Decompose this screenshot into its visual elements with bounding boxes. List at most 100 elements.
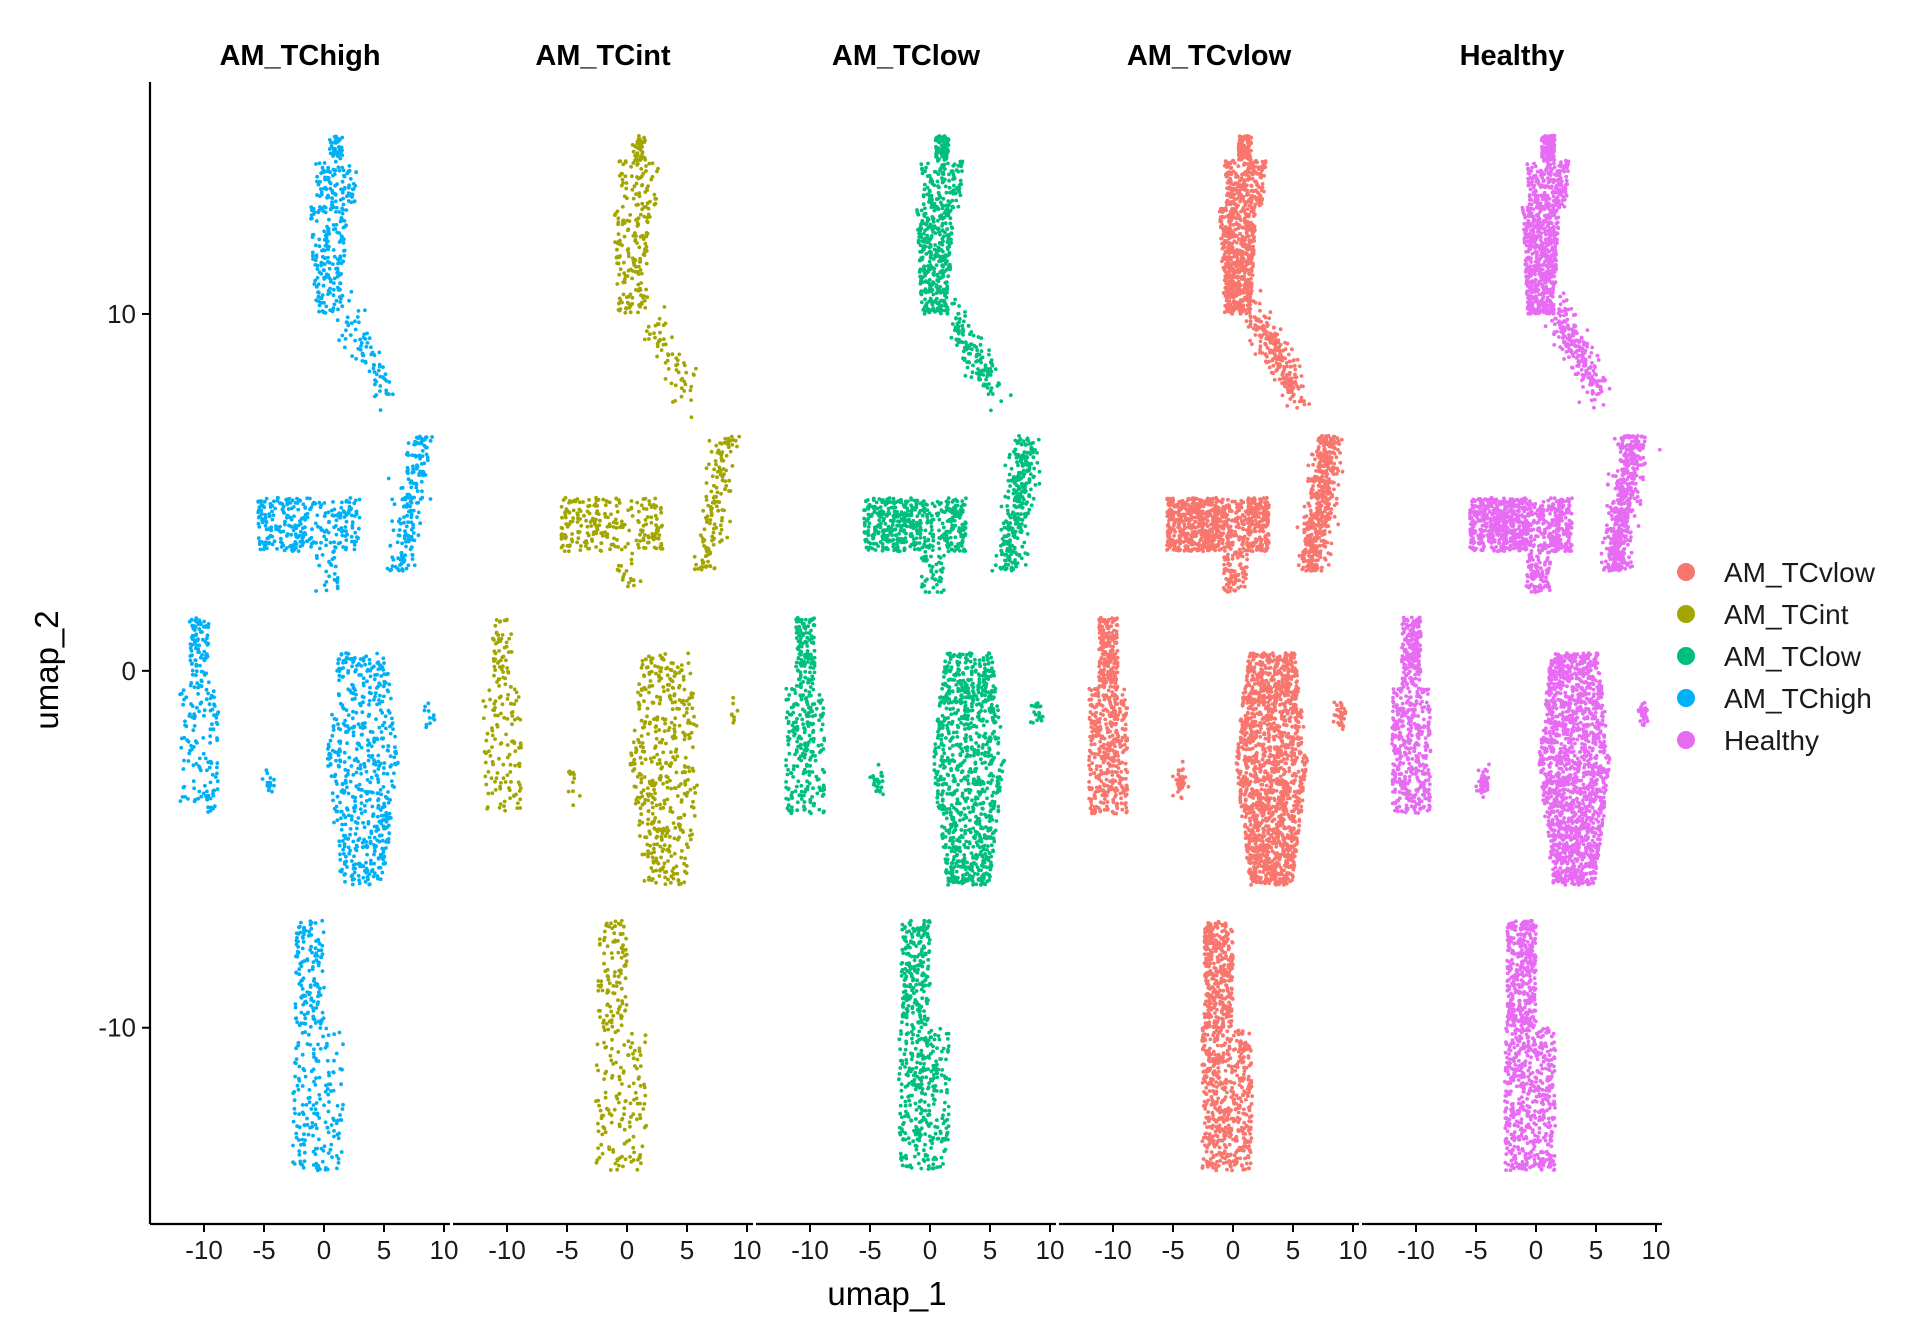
data-point: [642, 750, 646, 754]
data-point: [661, 685, 665, 689]
data-point: [377, 660, 381, 664]
data-point: [347, 713, 351, 717]
data-point: [994, 563, 998, 567]
data-point: [490, 791, 494, 795]
data-point: [507, 786, 511, 790]
data-point: [932, 267, 936, 271]
data-point: [704, 547, 708, 551]
data-point: [611, 1014, 615, 1018]
data-point: [937, 259, 941, 263]
data-point: [496, 725, 500, 729]
data-point: [184, 724, 188, 728]
data-point: [338, 844, 342, 848]
data-point: [518, 797, 522, 801]
data-point: [341, 675, 345, 679]
data-point: [340, 136, 344, 140]
data-point: [308, 1088, 312, 1092]
data-point: [405, 453, 409, 457]
data-point: [655, 804, 659, 808]
data-point: [379, 808, 383, 812]
data-point: [332, 1032, 336, 1036]
data-point: [598, 1009, 602, 1013]
data-point: [650, 878, 654, 882]
data-point: [950, 199, 954, 203]
data-point: [940, 508, 944, 512]
data-point: [928, 174, 932, 178]
data-point: [392, 558, 396, 562]
data-point: [519, 786, 523, 790]
data-point: [279, 537, 283, 541]
data-point: [884, 503, 888, 507]
data-point: [653, 791, 657, 795]
data-point: [638, 303, 642, 307]
data-point: [281, 509, 285, 513]
data-point: [610, 1121, 614, 1125]
data-point: [935, 583, 939, 587]
data-point: [301, 1111, 305, 1115]
data-point: [314, 1147, 318, 1151]
data-point: [198, 623, 202, 627]
data-point: [327, 1151, 331, 1155]
data-point: [663, 729, 667, 733]
data-point: [182, 698, 186, 702]
data-point: [932, 533, 936, 537]
data-point: [675, 771, 679, 775]
data-point: [385, 825, 389, 829]
data-point: [956, 164, 960, 168]
data-point: [614, 212, 618, 216]
data-point: [192, 779, 196, 783]
data-point: [636, 519, 640, 523]
data-point: [404, 545, 408, 549]
data-point: [610, 951, 614, 955]
data-point: [692, 786, 696, 790]
data-point: [272, 778, 276, 782]
data-point: [639, 1116, 643, 1120]
data-point: [670, 382, 674, 386]
data-point: [257, 509, 261, 513]
data-point: [352, 877, 356, 881]
data-point: [364, 345, 368, 349]
data-point: [325, 243, 329, 247]
data-point: [984, 363, 988, 367]
data-point: [649, 659, 653, 663]
data-point: [934, 170, 938, 174]
data-point: [378, 384, 382, 388]
data-point: [930, 308, 934, 312]
data-point: [964, 374, 968, 378]
data-point: [340, 1150, 344, 1154]
data-point: [942, 143, 946, 147]
data-point: [592, 532, 596, 536]
data-point: [712, 567, 716, 571]
data-point: [963, 310, 967, 314]
data-point: [931, 544, 935, 548]
data-point: [643, 722, 647, 726]
data-point: [394, 763, 398, 767]
data-point: [919, 223, 923, 227]
data-point: [688, 834, 692, 838]
data-point: [486, 792, 490, 796]
data-point: [206, 810, 210, 814]
data-point: [350, 354, 354, 358]
data-point: [709, 518, 713, 522]
data-point: [317, 1164, 321, 1168]
data-point: [339, 1082, 343, 1086]
data-point: [666, 859, 670, 863]
data-point: [642, 699, 646, 703]
data-point: [649, 515, 653, 519]
data-point: [707, 462, 711, 466]
data-point: [353, 548, 357, 552]
data-point: [642, 673, 646, 677]
data-point: [484, 751, 488, 755]
data-point: [622, 925, 626, 929]
data-point: [492, 649, 496, 653]
data-point: [688, 769, 692, 773]
data-point: [323, 161, 327, 165]
data-point: [1034, 483, 1038, 487]
data-point: [636, 1158, 640, 1162]
data-point: [335, 1052, 339, 1056]
data-point: [920, 300, 924, 304]
data-point: [951, 322, 955, 326]
data-point: [410, 471, 414, 475]
data-point: [350, 290, 354, 294]
data-point: [881, 542, 885, 546]
